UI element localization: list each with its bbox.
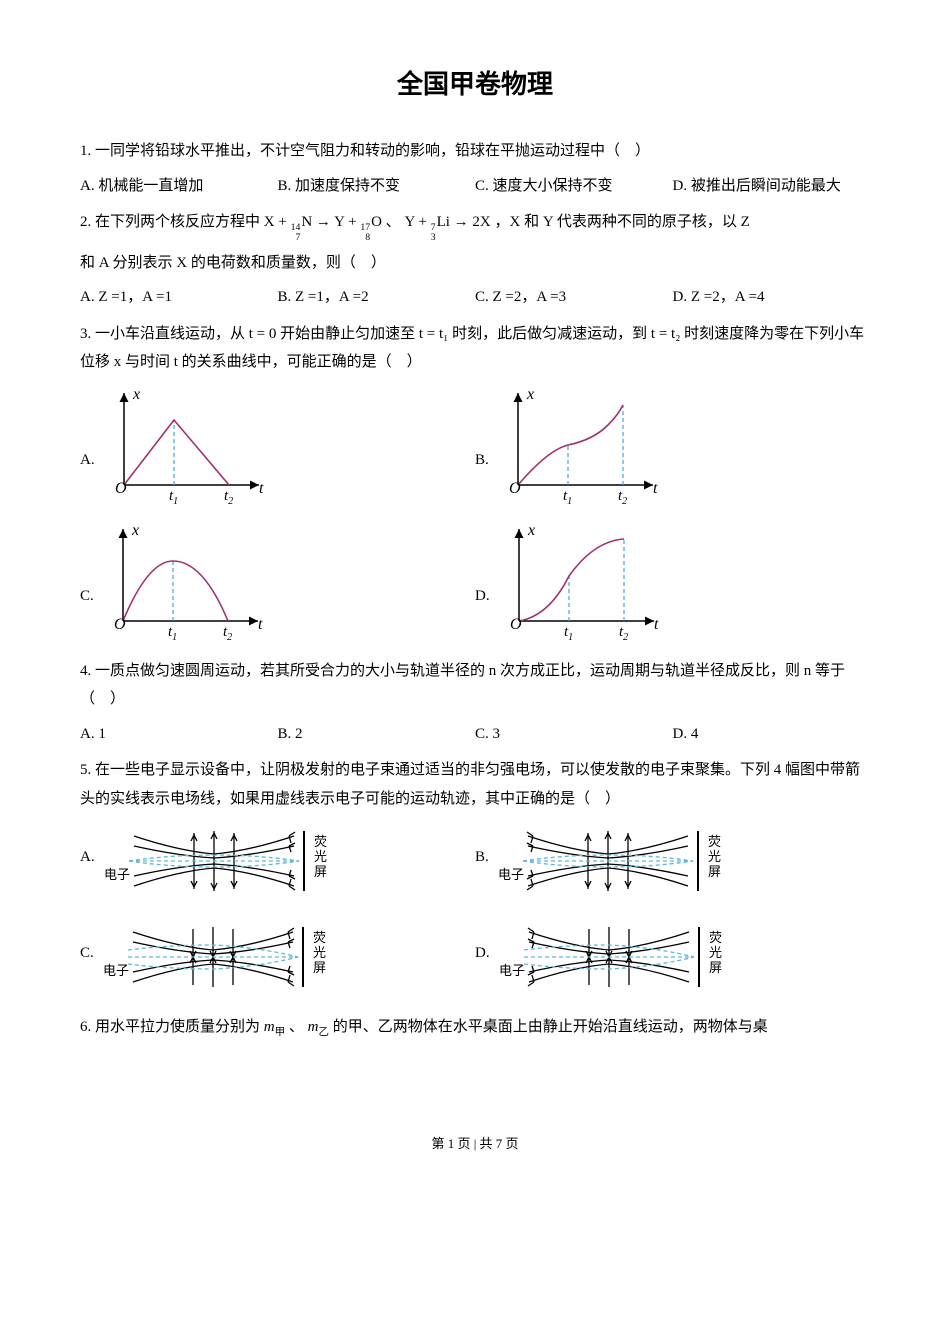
q1-opt-a: A. 机械能一直增加	[80, 172, 278, 201]
q5-graph-b: 电子 荧 光 屏	[493, 821, 743, 901]
eq-text: Y +	[404, 214, 427, 230]
svg-text:t: t	[653, 480, 658, 497]
svg-text:屏: 屏	[708, 864, 721, 879]
q5-row1: A. 电子 荧 光 屏 B.	[80, 821, 870, 901]
svg-text:荧: 荧	[314, 834, 327, 849]
svg-text:电子: 电子	[499, 963, 525, 978]
q4-opt-b: B. 2	[278, 720, 476, 749]
svg-text:荧: 荧	[313, 930, 326, 945]
eq-text: X +	[264, 214, 287, 230]
svg-text:荧: 荧	[708, 834, 721, 849]
q6-mid: 、	[289, 1019, 304, 1035]
q5-label-c: C.	[80, 939, 94, 998]
svg-text:荧: 荧	[709, 930, 722, 945]
q3-label-b: B.	[475, 446, 489, 505]
svg-text:t1: t1	[169, 488, 178, 505]
q2-options: A. Z =1，A =1 B. Z =1，A =2 C. Z =2，A =3 D…	[80, 283, 870, 312]
q3-graphs-row1: A. O x t t1 t2 B. O x t t1 t2	[80, 385, 870, 505]
svg-text:电子: 电子	[498, 867, 524, 882]
q3-graphs-row2: C. O x t t1 t2 D. O x t t1 t2	[80, 521, 870, 641]
svg-text:O: O	[114, 616, 126, 633]
svg-text:x: x	[527, 522, 535, 539]
q5-row2: C. 电子 荧 光 屏 D.	[80, 917, 870, 997]
svg-text:t: t	[258, 616, 263, 633]
eq-text: Li → 2X	[437, 214, 491, 230]
page-title: 全国甲卷物理	[80, 60, 870, 109]
q1-opt-d: D. 被推出后瞬间动能最大	[673, 172, 871, 201]
q3-graph-a: O x t t1 t2	[99, 385, 269, 505]
q2-opt-a: A. Z =1，A =1	[80, 283, 278, 312]
svg-text:t2: t2	[618, 488, 627, 505]
q1-opt-c: C. 速度大小保持不变	[475, 172, 673, 201]
q2-eq2: Y + 73Li → 2X	[404, 214, 494, 230]
q2-opt-d: D. Z =2，A =4	[673, 283, 871, 312]
q3-stem: 3. 一小车沿直线运动，从 t = 0 开始由静止匀加速至 t = t₁ 时刻，…	[80, 320, 870, 377]
q2-stem-pre: 2. 在下列两个核反应方程中	[80, 214, 260, 230]
svg-text:光: 光	[709, 945, 722, 960]
q3-graph-b: O x t t1 t2	[493, 385, 663, 505]
svg-text:x: x	[526, 386, 534, 403]
svg-text:屏: 屏	[313, 960, 326, 975]
q6-stem: 6. 用水平拉力使质量分别为 m甲 、 m乙 的甲、乙两物体在水平桌面上由静止开…	[80, 1013, 870, 1042]
q2-stem: 2. 在下列两个核反应方程中 X + 147N → Y + 178O 、 Y +…	[80, 208, 870, 242]
q3-label-d: D.	[475, 582, 490, 641]
eq-text: N → Y +	[301, 214, 356, 230]
q5-label-b: B.	[475, 843, 489, 902]
svg-text:t2: t2	[619, 624, 628, 641]
q5-stem: 5. 在一些电子显示设备中，让阴极发射的电子束通过适当的非匀强电场，可以使发散的…	[80, 756, 870, 813]
svg-text:屏: 屏	[314, 864, 327, 879]
svg-text:t1: t1	[168, 624, 177, 641]
q3-graph-c: O x t t1 t2	[98, 521, 268, 641]
svg-text:x: x	[132, 386, 140, 403]
q2-sep: 、	[386, 214, 401, 230]
q2-opt-c: C. Z =2，A =3	[475, 283, 673, 312]
svg-text:O: O	[509, 480, 521, 497]
svg-text:屏: 屏	[709, 960, 722, 975]
q4-opt-c: C. 3	[475, 720, 673, 749]
eq-text: O	[371, 214, 382, 230]
q1-stem: 1. 一同学将铅球水平推出，不计空气阻力和转动的影响，铅球在平抛运动过程中（ ）	[80, 137, 870, 166]
svg-text:t2: t2	[223, 624, 232, 641]
svg-text:t1: t1	[563, 488, 572, 505]
svg-text:电子: 电子	[104, 867, 130, 882]
q5-label-d: D.	[475, 939, 490, 998]
page-footer: 第 1 页 | 共 7 页	[80, 1132, 870, 1157]
q5-graph-a: 电子 荧 光 屏	[99, 821, 349, 901]
svg-text:O: O	[510, 616, 522, 633]
q2-opt-b: B. Z =1，A =2	[278, 283, 476, 312]
svg-text:x: x	[131, 522, 139, 539]
q2-eq1: X + 147N → Y + 178O	[264, 214, 386, 230]
q5-graph-d: 电子 荧 光 屏	[494, 917, 744, 997]
svg-text:t2: t2	[224, 488, 233, 505]
q5-label-a: A.	[80, 843, 95, 902]
q3-graph-d: O x t t1 t2	[494, 521, 664, 641]
svg-text:光: 光	[313, 945, 326, 960]
q3-label-c: C.	[80, 582, 94, 641]
svg-text:t: t	[654, 616, 659, 633]
q3-label-a: A.	[80, 446, 95, 505]
q5-graph-c: 电子 荧 光 屏	[98, 917, 348, 997]
q6-post: 的甲、乙两物体在水平桌面上由静止开始沿直线运动，两物体与桌	[333, 1019, 768, 1035]
q4-opt-a: A. 1	[80, 720, 278, 749]
q1-options: A. 机械能一直增加 B. 加速度保持不变 C. 速度大小保持不变 D. 被推出…	[80, 172, 870, 201]
svg-text:t: t	[259, 480, 264, 497]
svg-text:光: 光	[708, 849, 721, 864]
q2-stem-mid: ，X 和 Y 代表两种不同的原子核，以 Z	[494, 214, 749, 230]
svg-text:电子: 电子	[103, 963, 129, 978]
q6-pre: 6. 用水平拉力使质量分别为	[80, 1019, 264, 1035]
q4-stem: 4. 一质点做匀速圆周运动，若其所受合力的大小与轨道半径的 n 次方成正比，运动…	[80, 657, 870, 714]
svg-text:t1: t1	[564, 624, 573, 641]
svg-text:O: O	[115, 480, 127, 497]
q4-opt-d: D. 4	[673, 720, 871, 749]
svg-text:光: 光	[314, 849, 327, 864]
q2-stem-line2: 和 A 分别表示 X 的电荷数和质量数，则（ ）	[80, 249, 870, 278]
q4-options: A. 1 B. 2 C. 3 D. 4	[80, 720, 870, 749]
q1-opt-b: B. 加速度保持不变	[278, 172, 476, 201]
